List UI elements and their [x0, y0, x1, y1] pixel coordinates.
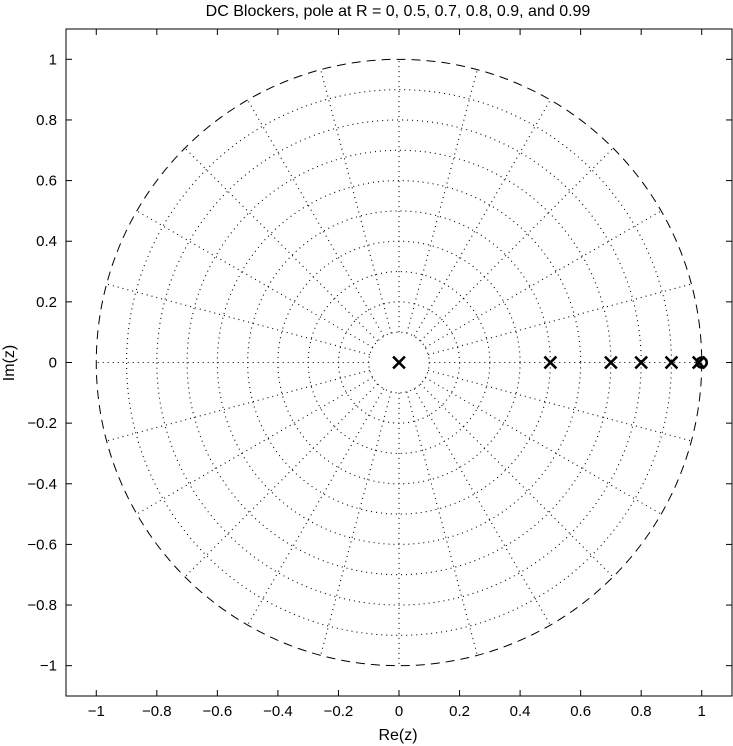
- grid-spoke-22: [424, 377, 662, 515]
- grid-spoke-9: [184, 147, 378, 342]
- x-tick-label-4: −0.2: [324, 703, 354, 720]
- pole-marker-0: [392, 355, 406, 370]
- grid-spoke-2: [424, 210, 662, 348]
- y-tick-label-6: 0.2: [36, 294, 57, 311]
- pole-marker-4: [664, 355, 679, 370]
- grid-spoke-17: [320, 391, 392, 656]
- grid-spoke-23: [428, 369, 692, 442]
- y-tick-label-7: 0.4: [36, 233, 57, 250]
- y-tick-label-4: −0.2: [27, 415, 57, 432]
- x-tick-label-9: 0.8: [631, 703, 652, 720]
- x-tick-label-0: −1: [88, 703, 105, 720]
- y-tick-label-8: 0.6: [36, 173, 57, 190]
- grid-spoke-14: [136, 377, 374, 515]
- grid-spoke-11: [106, 283, 370, 356]
- grid-spoke-8: [247, 99, 385, 337]
- x-tick-label-8: 0.6: [570, 703, 591, 720]
- y-tick-label-10: 1: [49, 51, 57, 68]
- grid-circle-5: [216, 180, 582, 545]
- grid-spoke-1: [428, 283, 692, 356]
- x-tick-label-1: −0.8: [142, 703, 172, 720]
- grid-spoke-5: [406, 69, 478, 334]
- grid-spoke-21: [420, 383, 614, 578]
- x-axis-label: Re(z): [378, 727, 417, 744]
- y-tick-label-3: −0.4: [27, 476, 57, 493]
- pole-marker-3: [634, 355, 649, 370]
- y-tick-label-1: −0.8: [27, 597, 57, 614]
- chart-title: DC Blockers, pole at R = 0, 0.5, 0.7, 0.…: [206, 3, 591, 20]
- axis-ticks: −1 −0.8 −0.6 −0.4 −0.2 0 0.2 0.4 0.6 0.8 1 −1 −0.8 −0…: [27, 29, 732, 720]
- grid-spoke-16: [247, 388, 385, 626]
- grid-spoke-3: [420, 147, 614, 342]
- x-tick-label-3: −0.4: [263, 703, 293, 720]
- pole-marker-5: [691, 355, 706, 370]
- pole-marker-2: [604, 355, 618, 370]
- grid-spoke-15: [184, 383, 378, 578]
- y-tick-label-0: −1: [40, 658, 57, 675]
- grid-spoke-10: [136, 210, 374, 348]
- grid-spoke-13: [106, 369, 370, 442]
- pole-marker-1: [543, 355, 558, 370]
- y-axis-label: Im(z): [1, 345, 18, 381]
- grid-spoke-19: [406, 391, 478, 656]
- x-tick-label-7: 0.4: [510, 703, 531, 720]
- grid-spoke-20: [413, 388, 551, 626]
- grid-spoke-7: [320, 69, 392, 334]
- x-tick-label-10: 1: [698, 703, 706, 720]
- unit-circle: [95, 58, 703, 667]
- marker-layer: [392, 355, 709, 370]
- x-tick-label-2: −0.6: [203, 703, 233, 720]
- x-tick-label-5: 0: [395, 703, 403, 720]
- unit-circle-layer: [95, 58, 703, 667]
- x-tick-label-6: 0.2: [449, 703, 470, 720]
- zero-marker-0: [695, 356, 709, 369]
- y-tick-label-5: 0: [49, 355, 57, 372]
- y-tick-label-2: −0.6: [27, 536, 57, 553]
- grid-spoke-4: [413, 99, 551, 337]
- y-tick-label-9: 0.8: [36, 112, 57, 129]
